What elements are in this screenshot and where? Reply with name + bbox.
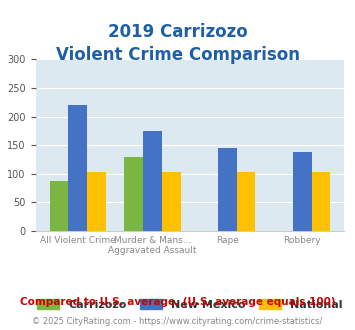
Bar: [87, 172, 106, 231]
Text: Violent Crime Comparison: Violent Crime Comparison: [55, 46, 300, 64]
Bar: [124, 157, 143, 231]
Bar: [143, 131, 162, 231]
Bar: [237, 172, 256, 231]
Bar: [162, 172, 181, 231]
Text: 2019 Carrizozo: 2019 Carrizozo: [108, 23, 247, 41]
Legend: Carrizozo, New Mexico, National: Carrizozo, New Mexico, National: [33, 295, 347, 315]
Bar: [218, 148, 237, 231]
Bar: [68, 105, 87, 231]
Bar: [312, 172, 330, 231]
Text: © 2025 CityRating.com - https://www.cityrating.com/crime-statistics/: © 2025 CityRating.com - https://www.city…: [32, 317, 323, 326]
Bar: [293, 152, 312, 231]
Bar: [50, 181, 68, 231]
Text: Compared to U.S. average. (U.S. average equals 100): Compared to U.S. average. (U.S. average …: [20, 297, 335, 307]
